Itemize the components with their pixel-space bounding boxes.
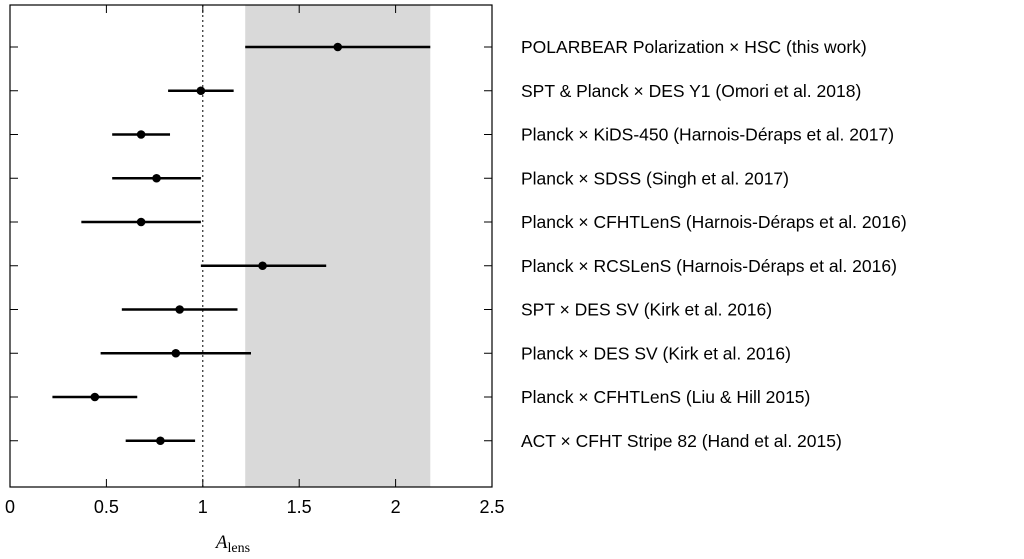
plot-frame: [9, 4, 493, 488]
data-point: [136, 217, 146, 227]
x-axis-title: Alens: [214, 532, 250, 556]
x-tick-label: 2: [391, 497, 401, 517]
data-point: [196, 86, 206, 96]
data-point: [175, 305, 184, 314]
row-label: Planck × DES SV (Kirk et al. 2016): [521, 343, 791, 363]
x-tick-label: 0: [5, 497, 15, 517]
row-label: SPT & Planck × DES Y1 (Omori et al. 2018…: [521, 81, 861, 101]
x-tick-label: 0.5: [94, 497, 119, 517]
data-point: [171, 348, 181, 358]
x-axis-title-subscript: lens: [228, 541, 251, 556]
shaded-band-layer: [245, 5, 431, 487]
data-point: [90, 392, 100, 402]
data-point: [333, 42, 343, 52]
x-tick-label: 2.5: [479, 497, 504, 517]
row-label: Planck × CFHTLenS (Liu & Hill 2015): [521, 387, 810, 407]
shaded-band: [245, 5, 431, 487]
x-tick-label: 1: [198, 497, 208, 517]
data-point: [136, 130, 146, 139]
row-label: SPT × DES SV (Kirk et al. 2016): [521, 300, 772, 320]
row-labels-layer: POLARBEAR Polarization × HSC (this work)…: [521, 37, 907, 451]
axes-layer: 0 0.5 1 1.5 2 2.5: [5, 4, 505, 517]
row-label: Planck × CFHTLenS (Harnois-Déraps et al.…: [521, 212, 907, 232]
row-label: POLARBEAR Polarization × HSC (this work): [521, 37, 867, 57]
data-point: [152, 173, 161, 183]
row-label: Planck × SDSS (Singh et al. 2017): [521, 168, 789, 188]
data-point: [258, 261, 267, 271]
x-tick-label: 1.5: [287, 497, 312, 517]
x-axis-title-main: A: [214, 532, 228, 553]
row-label: Planck × KiDS-450 (Harnois-Déraps et al.…: [521, 125, 894, 145]
data-points-layer: [52, 42, 431, 446]
row-label: ACT × CFHT Stripe 82 (Hand et al. 2015): [521, 431, 842, 451]
data-point: [156, 436, 165, 446]
row-label: Planck × RCSLenS (Harnois-Déraps et al. …: [521, 256, 897, 276]
